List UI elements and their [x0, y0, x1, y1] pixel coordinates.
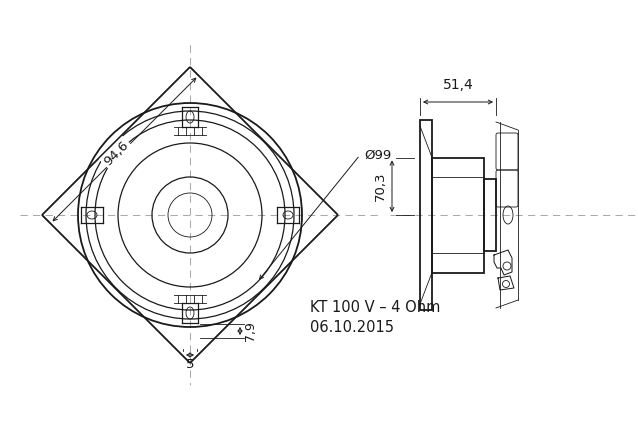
Text: 94,6: 94,6 — [101, 138, 131, 168]
Text: 5: 5 — [186, 358, 194, 371]
Bar — [484, 179, 496, 251]
Text: KT 100 V – 4 Ohm: KT 100 V – 4 Ohm — [310, 300, 440, 316]
Text: 06.10.2015: 06.10.2015 — [310, 320, 394, 335]
Bar — [420, 120, 432, 310]
Bar — [432, 158, 484, 273]
Text: 51,4: 51,4 — [443, 78, 473, 92]
Text: 7,9: 7,9 — [244, 321, 257, 341]
Text: 70,3: 70,3 — [374, 171, 387, 201]
Text: Ø99: Ø99 — [364, 148, 391, 161]
